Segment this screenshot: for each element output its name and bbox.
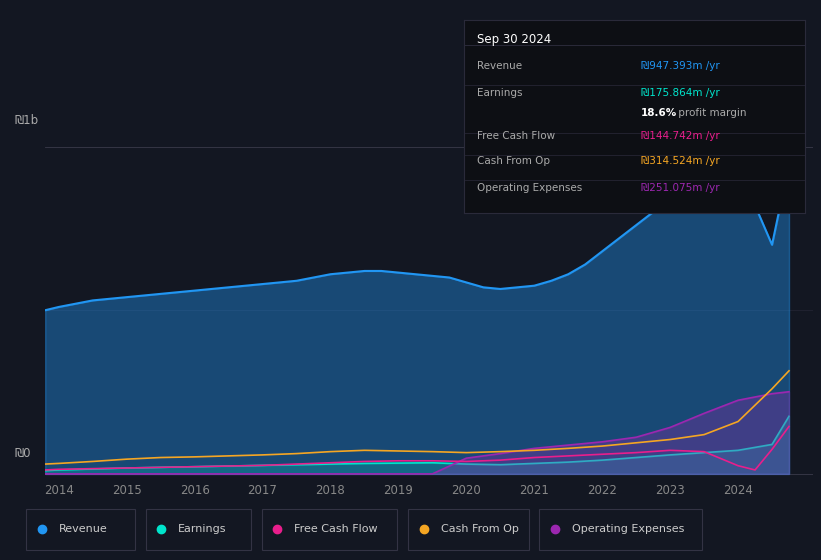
Text: Sep 30 2024: Sep 30 2024 [478,33,552,46]
Text: ₪0: ₪0 [15,447,31,460]
Text: ₪144.742m /yr: ₪144.742m /yr [641,130,720,141]
Text: Cash From Op: Cash From Op [441,524,519,534]
Text: Operating Expenses: Operating Expenses [571,524,684,534]
Text: ₪251.075m /yr: ₪251.075m /yr [641,183,720,193]
Text: ₪1b: ₪1b [15,114,39,127]
Text: Revenue: Revenue [58,524,108,534]
Text: ₪947.393m /yr: ₪947.393m /yr [641,61,720,71]
Text: Revenue: Revenue [478,61,523,71]
Text: Free Cash Flow: Free Cash Flow [478,130,556,141]
Text: ₪314.524m /yr: ₪314.524m /yr [641,156,720,166]
Text: Cash From Op: Cash From Op [478,156,551,166]
Text: profit margin: profit margin [675,108,746,118]
Text: Earnings: Earnings [478,88,523,98]
Text: Earnings: Earnings [178,524,227,534]
Text: Operating Expenses: Operating Expenses [478,183,583,193]
Text: 18.6%: 18.6% [641,108,677,118]
Text: ₪175.864m /yr: ₪175.864m /yr [641,88,720,98]
Text: Free Cash Flow: Free Cash Flow [294,524,378,534]
